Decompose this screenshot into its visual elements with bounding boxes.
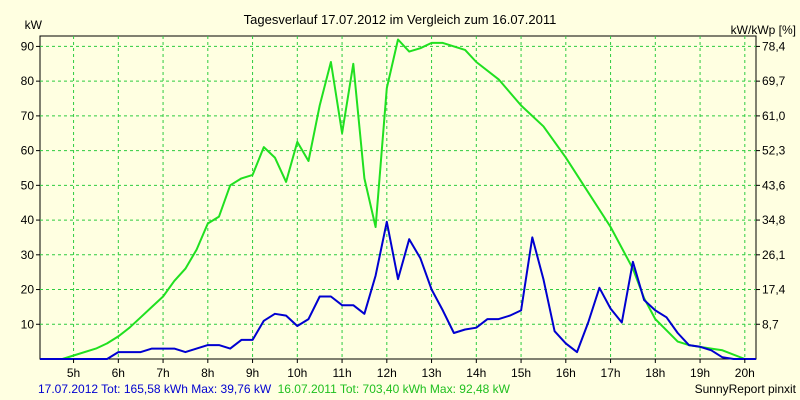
plot-area (39, 35, 757, 360)
x-tick-label: 16h (556, 366, 576, 380)
y-tick-label-right: 26,1 (762, 248, 786, 262)
y-axis-right-ticks: 8,7 17,4 26,1 34,8 43,6 52,3 61,0 69,7 78,4 (756, 39, 786, 331)
y-tick-label-right: 52,3 (762, 144, 786, 158)
y-tick-label-left: 10 (21, 317, 35, 331)
x-tick-label: 11h (332, 366, 351, 380)
y-tick-label-right: 8,7 (762, 317, 779, 331)
y-tick-label-left: 20 (21, 283, 35, 297)
x-tick-label: 9h (246, 366, 259, 380)
x-tick-label: 10h (287, 366, 307, 380)
footer-summary-2011: 16.07.2011 Tot: 703,40 kWh Max: 92,48 kW (278, 382, 511, 396)
x-tick-label: 15h (511, 366, 531, 380)
y-tick-label-right: 69,7 (762, 74, 786, 88)
y-tick-label-right: 43,6 (762, 178, 786, 192)
y-axis-left-ticks: 10 20 30 40 50 60 70 80 90 (21, 39, 40, 331)
y-tick-label-right: 61,0 (762, 109, 786, 123)
y-tick-label-right: 34,8 (762, 213, 786, 227)
y-tick-label-left: 40 (21, 213, 35, 227)
plot-frame (39, 35, 757, 360)
footer-summary: 17.07.2012 Tot: 165,58 kWh Max: 39,76 kW… (38, 382, 511, 396)
x-tick-label: 19h (690, 366, 710, 380)
grid (40, 36, 756, 359)
footer-credit: SunnyReport pinxit (695, 382, 797, 396)
x-tick-label: 5h (67, 366, 80, 380)
x-tick-label: 13h (422, 366, 442, 380)
footer-summary-2012: 17.07.2012 Tot: 165,58 kWh Max: 39,76 kW (38, 382, 272, 396)
x-axis-ticks: 5h 6h 7h 8h 9h 10h 11h 12h 13h 14h 15h 16h 17h 18h 19h… (67, 359, 755, 380)
x-tick-label: 14h (466, 366, 486, 380)
x-tick-label: 12h (377, 366, 397, 380)
y-tick-label-left: 60 (21, 144, 35, 158)
y-tick-label-left: 30 (21, 248, 35, 262)
x-tick-label: 20h (735, 366, 755, 380)
y-axis-left-label: kW (25, 18, 43, 32)
x-tick-label: 8h (201, 366, 214, 380)
x-tick-label: 7h (156, 366, 169, 380)
series-line-17-07-2012 (40, 220, 756, 360)
x-tick-label: 17h (601, 366, 621, 380)
y-tick-label-left: 80 (21, 74, 35, 88)
y-tick-label-left: 50 (21, 178, 35, 192)
series-line-16-07-2011 (40, 38, 756, 360)
chart-title: Tagesverlauf 17.07.2012 im Vergleich zum… (244, 12, 557, 27)
y-tick-label-right: 17,4 (762, 283, 786, 297)
y-tick-label-left: 90 (21, 39, 35, 53)
y-axis-right-label: kW/kWp [%] (731, 23, 796, 37)
x-tick-label: 6h (112, 366, 125, 380)
series-layer (40, 38, 756, 360)
x-tick-label: 18h (645, 366, 665, 380)
y-tick-label-right: 78,4 (762, 39, 786, 53)
y-tick-label-left: 70 (21, 109, 35, 123)
